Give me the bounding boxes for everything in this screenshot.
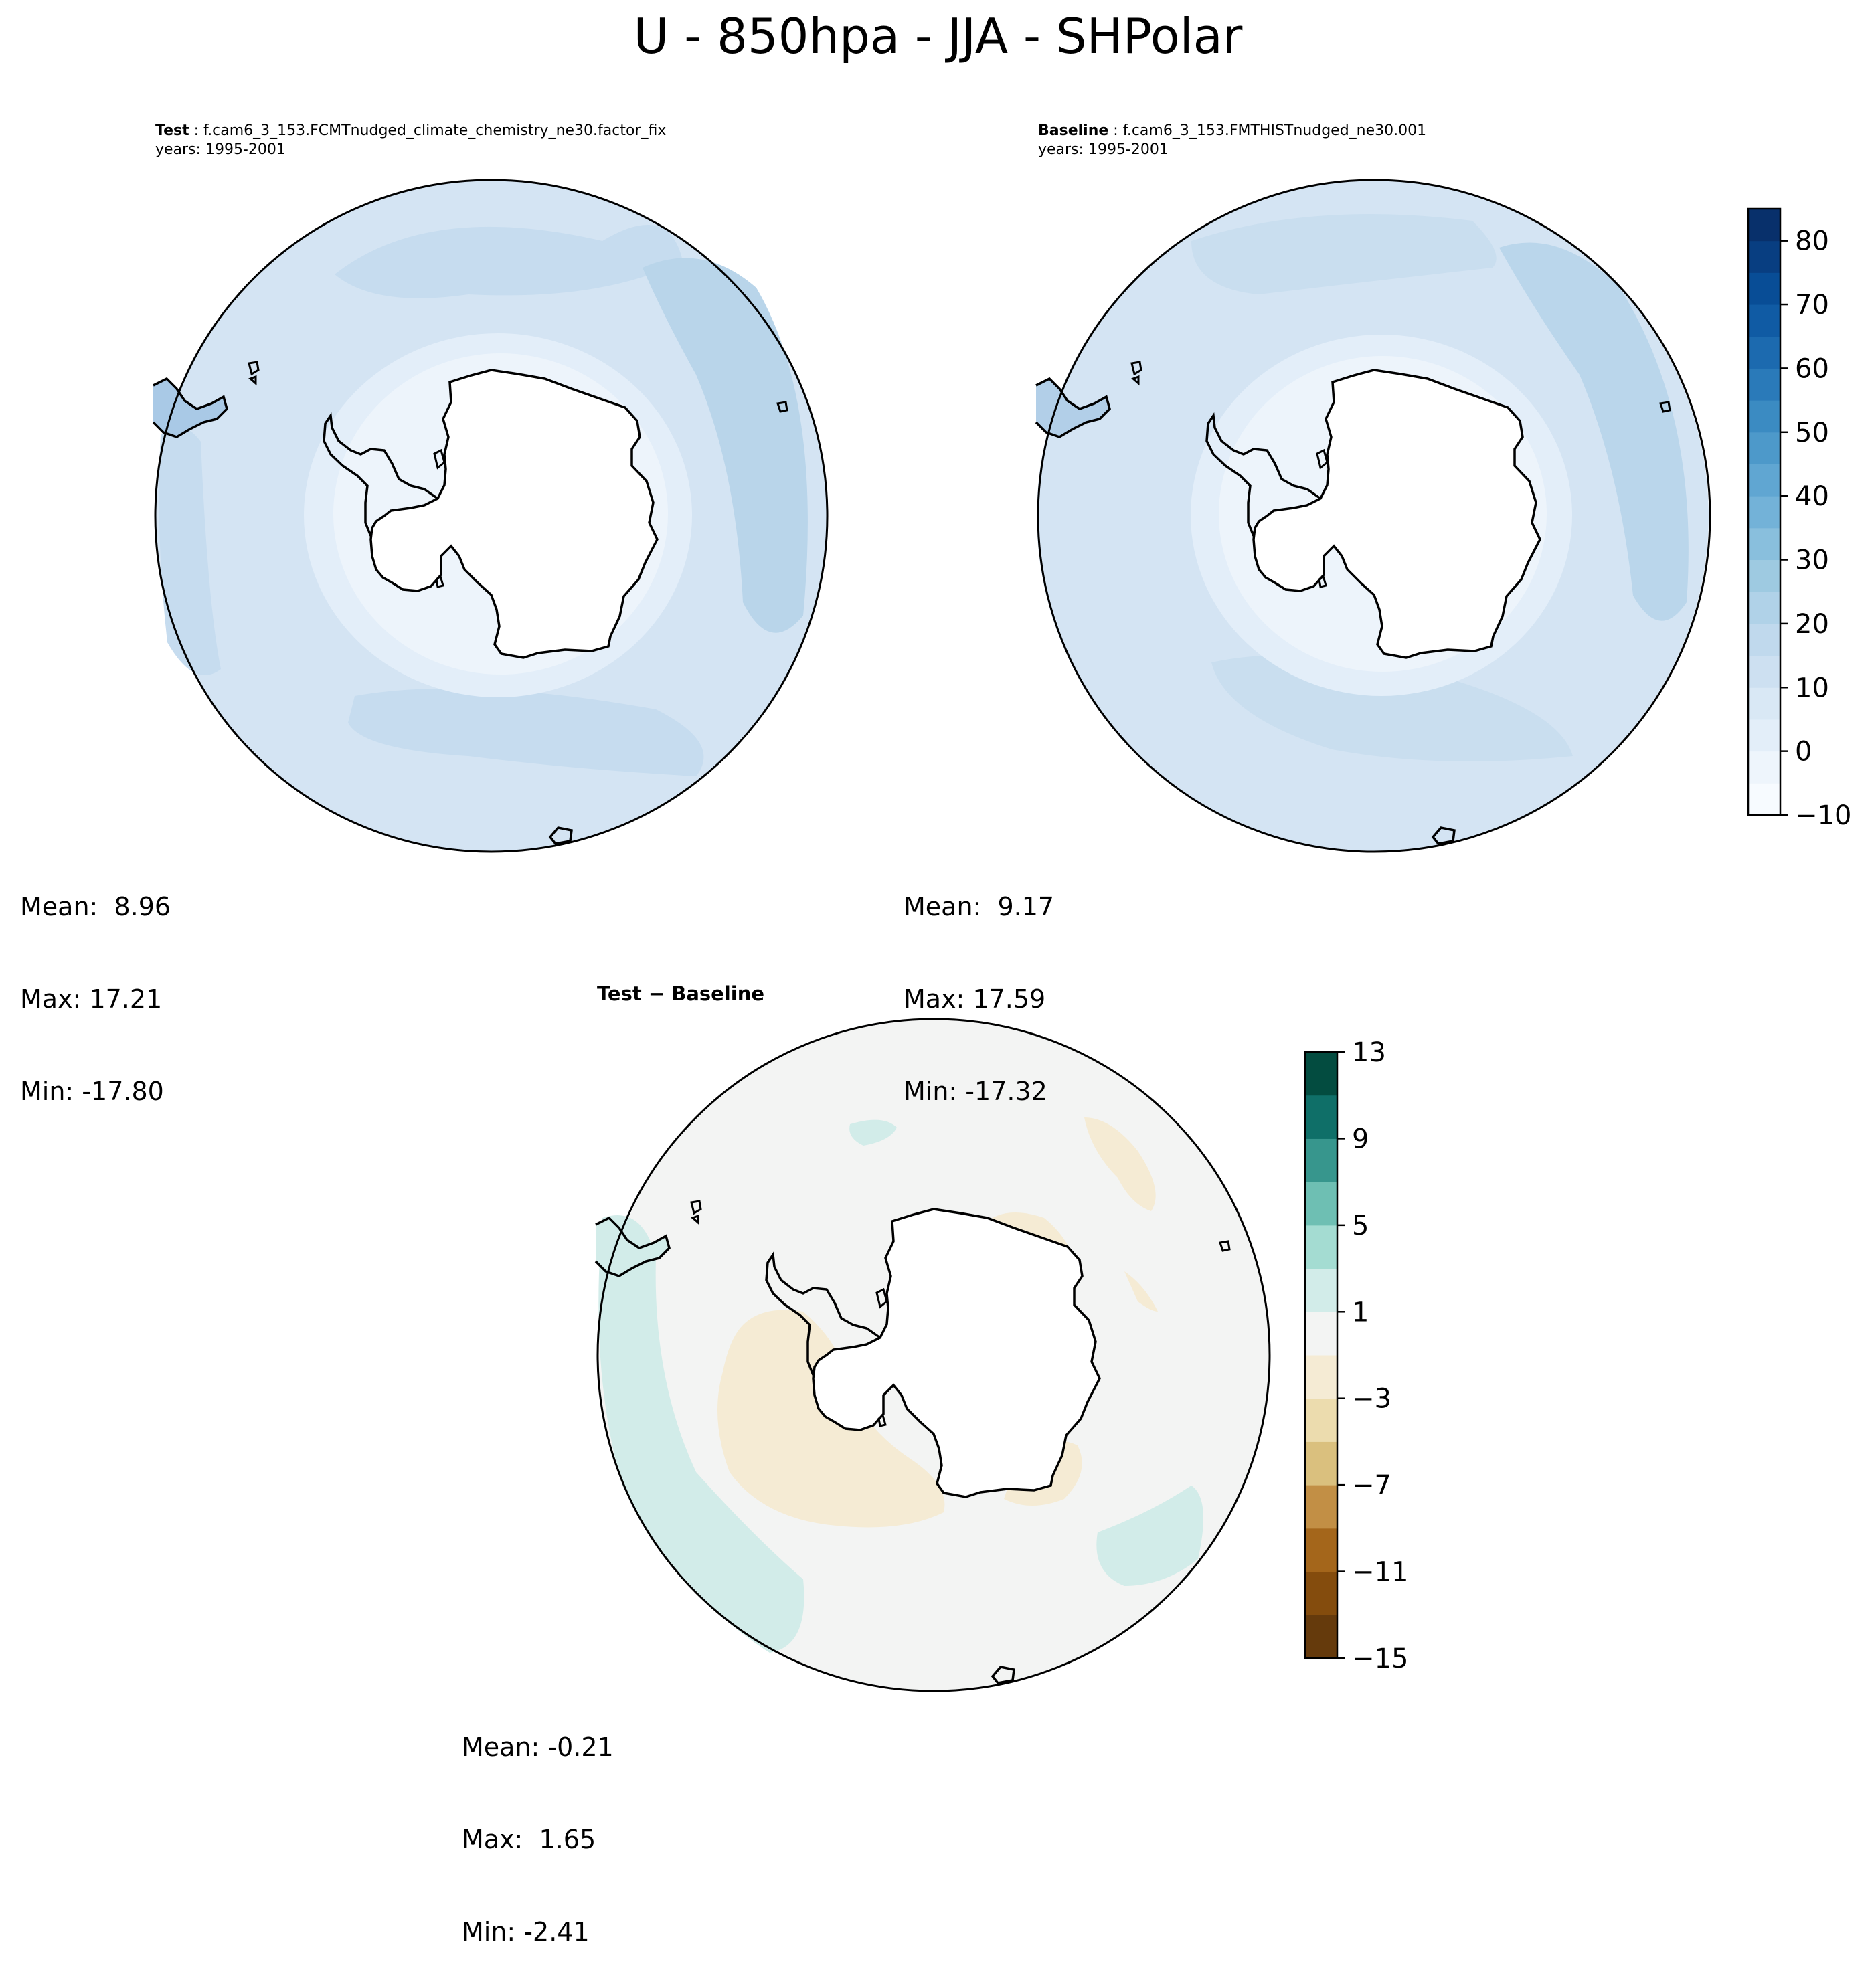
colorbar-diff-tick-label: −15: [1352, 1643, 1408, 1674]
colorbar-main-swatch: [1748, 559, 1780, 592]
colorbar-diff-swatch: [1305, 1441, 1337, 1486]
colorbar-diff: −15 −11 −7 −3 1 5 9 13: [1304, 1037, 1408, 1674]
colorbar-main-tick-label: 40: [1795, 481, 1829, 512]
colorbar-main-swatch: [1748, 240, 1780, 273]
colorbar-main-tick-label: −10: [1795, 800, 1851, 831]
colorbar-diff-swatch: [1305, 1355, 1337, 1399]
diff-max: Max: 1.65: [462, 1825, 596, 1854]
colorbar-diff-swatch: [1305, 1095, 1337, 1139]
test-max: Max: 17.21: [20, 984, 163, 1014]
baseline-mean: Mean: 9.17: [904, 892, 1055, 921]
colorbar-diff-swatch: [1305, 1398, 1337, 1442]
test-map: [152, 179, 829, 853]
baseline-max: Max: 17.59: [904, 984, 1046, 1014]
baseline-stats: Mean: 9.17 Max: 17.59 Min: -17.32: [904, 830, 1054, 1138]
figure-canvas: −10 0 10 20 30 40 50 60 70 80 −15 −11 −7 −3 1 5 9 13: [152, 179, 1851, 1692]
test-panel-title: Test : f.cam6_3_153.FCMTnudged_climate_c…: [155, 122, 667, 158]
colorbar-main-swatch: [1748, 527, 1780, 561]
colorbar-main-tick-label: 80: [1795, 226, 1829, 257]
colorbar-main-swatch: [1748, 272, 1780, 305]
colorbar-main-tick-label: 50: [1795, 418, 1829, 448]
test-mean: Mean: 8.96: [20, 892, 171, 921]
figure-title: U - 850hpa - JJA - SHPolar: [633, 8, 1243, 64]
baseline-jet-south: [1211, 654, 1573, 761]
colorbar-main-tick-label: 60: [1795, 353, 1829, 384]
colorbar-main-swatch: [1748, 623, 1780, 656]
colorbar-main-swatch: [1748, 304, 1780, 337]
colorbar-main-swatch: [1748, 719, 1780, 752]
colorbar-main-tick-label: 0: [1795, 737, 1812, 768]
colorbar-diff-swatch: [1305, 1138, 1337, 1182]
baseline-label: Baseline: [1038, 122, 1109, 139]
colorbar-main-swatch: [1748, 783, 1780, 816]
colorbar-diff-swatch: [1305, 1182, 1337, 1226]
colorbar-diff-swatch: [1305, 1052, 1337, 1096]
colorbar-diff-swatch: [1305, 1485, 1337, 1529]
baseline-jet-east: [1499, 242, 1689, 621]
baseline-map: [1035, 179, 1711, 853]
test-years: years: 1995-2001: [155, 141, 286, 158]
test-jet-south: [348, 688, 704, 776]
colorbar-main-frame: [1747, 207, 1782, 816]
colorbar-diff-swatch: [1305, 1225, 1337, 1269]
colorbar-diff-swatch: [1305, 1268, 1337, 1312]
colorbar-diff-swatch: [1305, 1571, 1337, 1615]
colorbar-diff-swatch: [1305, 1312, 1337, 1356]
colorbar-main-swatch: [1748, 368, 1780, 401]
diff-positive-west: [598, 1215, 804, 1653]
test-stats: Mean: 8.96 Max: 17.21 Min: -17.80: [20, 830, 171, 1138]
colorbar-main-swatch: [1748, 496, 1780, 529]
colorbar-main-swatch: [1748, 400, 1780, 433]
colorbar-main-swatch: [1748, 592, 1780, 624]
test-min: Min: -17.80: [20, 1077, 164, 1106]
colorbar-diff-tick-label: −11: [1352, 1557, 1408, 1588]
colorbar-main: −10 0 10 20 30 40 50 60 70 80: [1747, 207, 1851, 831]
colorbar-main-swatch: [1748, 464, 1780, 497]
diff-stats: Mean: -0.21 Max: 1.65 Min: -2.41: [462, 1670, 614, 1978]
colorbar-main-swatch: [1748, 655, 1780, 688]
colorbar-diff-frame: [1304, 1051, 1339, 1659]
colorbar-diff-tick-label: −7: [1352, 1470, 1391, 1501]
baseline-jet-north: [1191, 214, 1497, 294]
diff-negative-northeast: [1084, 1117, 1156, 1211]
baseline-min: Min: -17.32: [904, 1077, 1047, 1106]
colorbar-diff-tick-label: 9: [1352, 1123, 1369, 1154]
colorbar-main-tick-label: 10: [1795, 672, 1829, 703]
diff-positive-north: [849, 1119, 897, 1146]
test-label: Test: [155, 122, 189, 139]
colorbar-main-tick-label: 20: [1795, 609, 1829, 640]
colorbar-diff-tick-label: 13: [1352, 1037, 1386, 1068]
test-westerly-band-north: [335, 225, 683, 298]
diff-negative-east: [1124, 1271, 1158, 1312]
colorbar-main-tick-label: 70: [1795, 290, 1829, 321]
colorbar-diff-tick-label: 5: [1352, 1210, 1369, 1241]
baseline-case-name: f.cam6_3_153.FMTHISTnudged_ne30.001: [1122, 122, 1427, 139]
diff-panel-title: Test − Baseline: [597, 982, 765, 1005]
diff-positive-southeast: [1096, 1486, 1203, 1586]
colorbar-diff-swatch: [1305, 1615, 1337, 1659]
colorbar-main-swatch: [1748, 687, 1780, 720]
colorbar-diff-swatch: [1305, 1528, 1337, 1572]
test-jet-east: [643, 258, 808, 633]
test-case-name: f.cam6_3_153.FCMTnudged_climate_chemistr…: [203, 122, 667, 139]
baseline-panel-title: Baseline : f.cam6_3_153.FMTHISTnudged_ne…: [1038, 122, 1427, 158]
colorbar-diff-tick-label: −3: [1352, 1384, 1391, 1415]
baseline-years: years: 1995-2001: [1038, 141, 1169, 158]
diff-map: [594, 1018, 1271, 1692]
diff-mean: Mean: -0.21: [462, 1732, 614, 1762]
diff-min: Min: -2.41: [462, 1917, 590, 1947]
colorbar-main-swatch: [1748, 209, 1780, 242]
test-jet-west: [159, 426, 221, 675]
colorbar-main-swatch: [1748, 751, 1780, 784]
colorbar-diff-tick-label: 1: [1352, 1297, 1369, 1328]
colorbar-main-swatch: [1748, 336, 1780, 369]
colorbar-main-swatch: [1748, 432, 1780, 464]
colorbar-main-tick-label: 30: [1795, 545, 1829, 576]
